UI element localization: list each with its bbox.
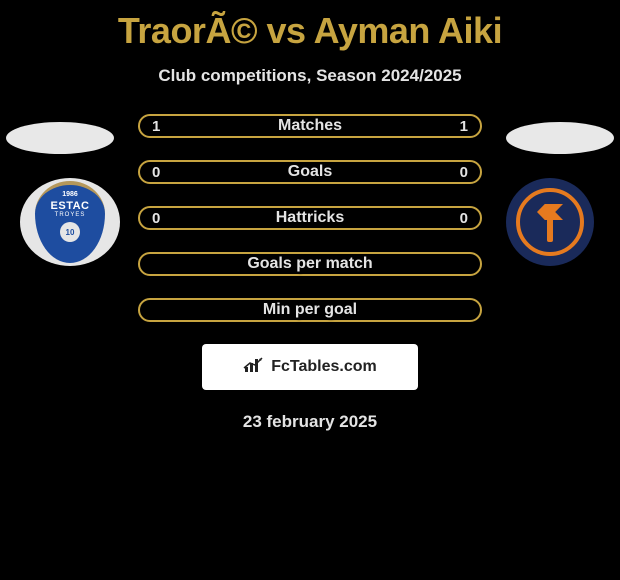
axe-icon	[533, 200, 567, 244]
estac-ball: 10	[60, 222, 80, 242]
stat-left-value: 0	[152, 210, 160, 227]
team-badge-left: 1986 ESTAC TROYES 10	[20, 178, 120, 266]
brand-text: FcTables.com	[271, 358, 377, 376]
estac-crest: 1986 ESTAC TROYES 10	[20, 178, 120, 266]
stat-label: Hattricks	[276, 209, 344, 227]
estac-name: ESTAC	[51, 200, 90, 212]
stat-label: Goals per match	[247, 255, 372, 273]
date-text: 23 february 2025	[0, 412, 620, 432]
stat-row-goals: 0 Goals 0	[138, 160, 482, 184]
brand-box[interactable]: FcTables.com	[202, 344, 418, 390]
stat-label: Matches	[278, 117, 342, 135]
stat-right-value: 0	[460, 210, 468, 227]
team-badge-right	[500, 178, 600, 266]
subtitle: Club competitions, Season 2024/2025	[0, 66, 620, 86]
estac-sub: TROYES	[55, 212, 86, 218]
stat-label: Min per goal	[263, 301, 357, 319]
stat-row-mpg: Min per goal	[138, 298, 482, 322]
stat-right-value: 0	[460, 164, 468, 181]
stat-label: Goals	[288, 163, 332, 181]
page-title: TraorÃ© vs Ayman Aiki	[0, 0, 620, 52]
stat-row-hattricks: 0 Hattricks 0	[138, 206, 482, 230]
tappara-crest	[506, 178, 594, 266]
estac-year: 1986	[62, 191, 78, 198]
stat-row-gpm: Goals per match	[138, 252, 482, 276]
player-avatar-right	[506, 122, 614, 154]
stat-row-matches: 1 Matches 1	[138, 114, 482, 138]
stat-left-value: 0	[152, 164, 160, 181]
stat-right-value: 1	[460, 118, 468, 135]
stat-left-value: 1	[152, 118, 160, 135]
bars-icon	[243, 356, 265, 379]
player-avatar-left	[6, 122, 114, 154]
